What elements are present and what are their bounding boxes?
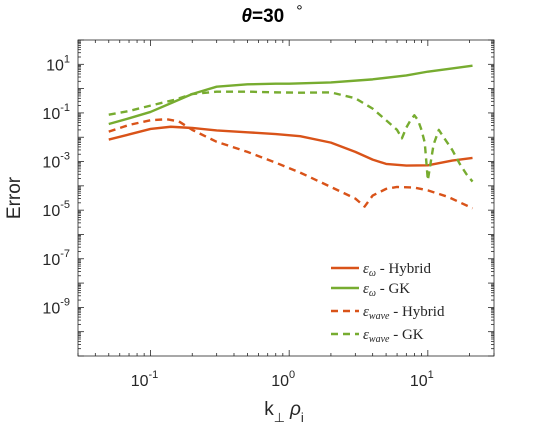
legend-label-3-sub: wave — [369, 311, 390, 322]
plot-lines — [108, 64, 474, 210]
chart-title: θ=30 ° — [241, 3, 302, 27]
legend: εω - Hybrid εω - GK εwave - Hybrid εwave… — [331, 261, 445, 345]
tick-labels: 10-1 100 101 101 10-1 10-3 10-5 10-7 10-9 — [42, 53, 433, 390]
legend-label-3: εwave - Hybrid — [363, 304, 445, 322]
x-axis-label-rho: ρ — [289, 399, 301, 420]
legend-label-4-rest: - GK — [389, 327, 423, 343]
title-unit: ° — [296, 3, 302, 20]
x-tick-label-1: 10-1 — [131, 369, 159, 390]
legend-label-4-sym: ε — [363, 327, 369, 343]
legend-label-3-sym: ε — [363, 304, 369, 320]
legend-entry-2: εω - GK — [331, 281, 410, 299]
x-axis-label: k⊥ ρi — [264, 399, 304, 425]
series-line-4 — [108, 90, 474, 183]
y-tick-label-5: 10-7 — [42, 248, 70, 269]
legend-label-4-sub: wave — [369, 334, 390, 345]
y-tick-label-4: 10-5 — [42, 199, 70, 220]
legend-label-1-sub: ω — [369, 268, 376, 279]
legend-label-4: εwave - GK — [363, 327, 424, 345]
title-value: =30 — [252, 6, 284, 27]
plot-frame — [77, 39, 495, 357]
series-line-1 — [108, 125, 473, 167]
y-axis-label: Error — [4, 176, 25, 219]
series-line-2 — [108, 64, 473, 126]
legend-label-2: εω - GK — [363, 281, 410, 299]
x-tick-label-3: 101 — [410, 369, 434, 390]
legend-label-1-rest: - Hybrid — [376, 261, 431, 277]
y-tick-label-2: 10-1 — [42, 102, 70, 123]
series-line-3 — [108, 118, 474, 210]
legend-label-1: εω - Hybrid — [363, 261, 431, 279]
x-axis-label-sub-perp: ⊥ — [274, 410, 285, 425]
legend-label-3-rest: - Hybrid — [389, 304, 444, 320]
y-tick-label-3: 10-3 — [42, 151, 70, 172]
axis-ticks — [77, 39, 495, 357]
x-axis-label-sub-i: i — [301, 410, 304, 425]
title-variable: θ — [241, 6, 252, 27]
legend-entry-1: εω - Hybrid — [331, 261, 431, 279]
x-axis-label-k: k — [264, 399, 274, 420]
y-tick-label-1: 101 — [46, 53, 70, 74]
legend-label-1-sym: ε — [363, 261, 369, 277]
legend-label-2-rest: - GK — [376, 281, 410, 297]
legend-label-2-sub: ω — [369, 288, 376, 299]
x-tick-label-2: 100 — [271, 369, 295, 390]
legend-entry-3: εwave - Hybrid — [331, 304, 445, 322]
legend-entry-4: εwave - GK — [331, 327, 424, 345]
legend-label-2-sym: ε — [363, 281, 369, 297]
y-tick-label-6: 10-9 — [42, 296, 70, 317]
